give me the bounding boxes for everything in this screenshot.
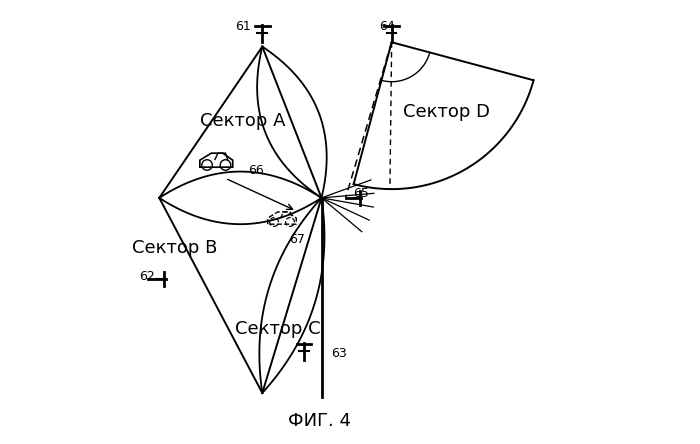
Text: Сектор C: Сектор C [234,321,321,338]
Text: 65: 65 [353,187,369,200]
Text: 62: 62 [139,270,155,283]
Text: Сектор D: Сектор D [403,103,490,121]
Text: 67: 67 [289,233,305,246]
Text: ФИГ. 4: ФИГ. 4 [288,412,351,431]
Text: Сектор A: Сектор A [199,112,286,130]
Text: 61: 61 [235,20,251,33]
Text: 64: 64 [379,20,395,33]
Text: 63: 63 [332,347,347,360]
Text: 66: 66 [248,164,264,177]
Text: Сектор B: Сектор B [132,239,217,258]
